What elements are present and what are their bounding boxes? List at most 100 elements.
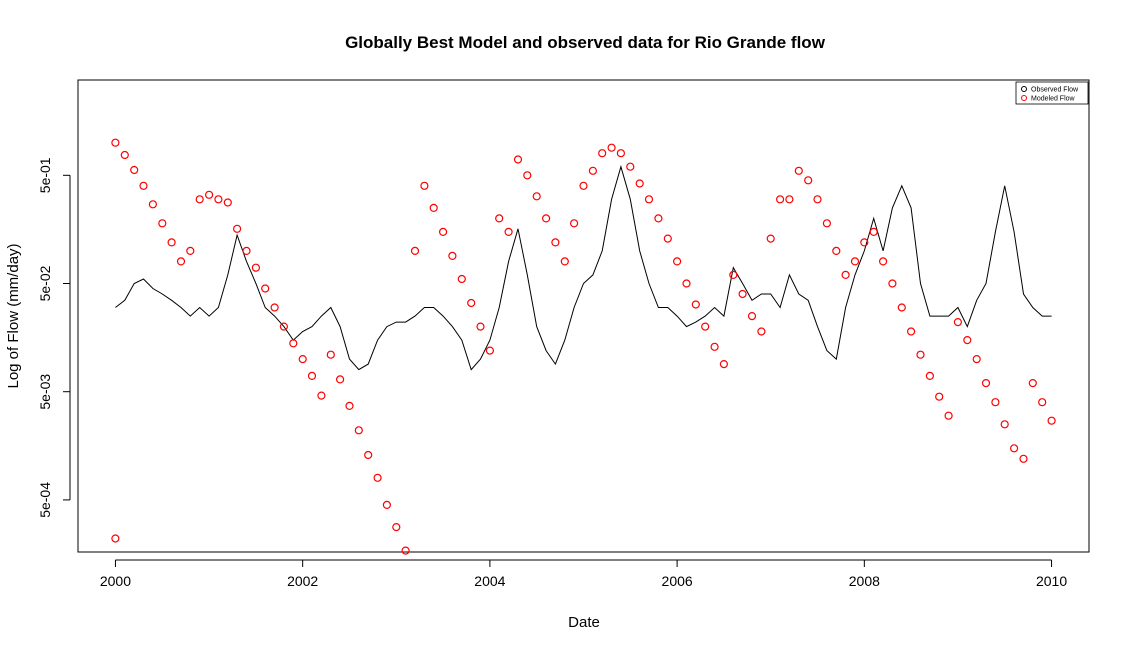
- modeled-flow-point: [111, 138, 120, 147]
- modeled-flow-point: [644, 195, 654, 204]
- modeled-flow-point: [261, 284, 270, 293]
- modeled-flow-point: [953, 318, 963, 327]
- chart-title: Globally Best Model and observed data fo…: [345, 33, 826, 52]
- modeled-flow-point: [944, 411, 953, 420]
- modeled-flow-point: [420, 181, 429, 190]
- modeled-flow-point: [120, 150, 129, 160]
- modeled-flow-point: [307, 371, 317, 380]
- modeled-flow-point: [785, 195, 794, 204]
- modeled-flow-point: [270, 303, 279, 312]
- modeled-flow-point: [214, 195, 223, 204]
- modeled-flow-point: [925, 371, 935, 380]
- modeled-flow-point: [906, 327, 916, 336]
- modeled-flow-point: [504, 227, 513, 236]
- modeled-flow-point: [878, 257, 888, 266]
- x-tick-label: 2004: [474, 573, 505, 589]
- x-tick-label: 2002: [287, 573, 318, 589]
- modeled-flow-point: [663, 234, 672, 243]
- modeled-flow-point: [588, 166, 598, 175]
- modeled-flow-point: [841, 270, 850, 279]
- modeled-flow-point: [205, 190, 214, 199]
- modeled-flow-point: [439, 227, 448, 236]
- modeled-flow-point: [860, 238, 869, 247]
- modeled-flow-point: [476, 322, 485, 331]
- modeled-flow-point: [654, 214, 663, 223]
- modeled-flow-point: [916, 350, 925, 359]
- modeled-flow-point: [569, 219, 579, 228]
- modeled-flow-point: [972, 355, 981, 364]
- modeled-flow-point: [981, 379, 991, 388]
- modeled-flow-point: [223, 198, 232, 207]
- modeled-flow-point: [251, 263, 260, 272]
- modeled-flow-point: [991, 398, 1000, 407]
- modeled-flow-point: [822, 219, 832, 228]
- modeled-flow-point: [850, 257, 860, 266]
- modeled-flow-point: [289, 339, 298, 348]
- x-axis: 2000 2002 2004 2006 2008 2010: [100, 559, 1067, 589]
- y-tick-label: 5e-03: [37, 374, 53, 410]
- modeled-flow-point: [139, 181, 148, 190]
- y-tick-label: 5e-01: [37, 157, 53, 193]
- modeled-flow-point: [682, 279, 691, 288]
- modeled-flow-point: [186, 246, 195, 255]
- modeled-flow-point: [373, 473, 382, 482]
- modeled-flow-point: [167, 238, 176, 247]
- modeled-flow-point: [345, 401, 354, 410]
- legend-box: [1015, 81, 1089, 105]
- modeled-flow-point: [354, 426, 363, 435]
- modeled-flow-point: [897, 303, 906, 312]
- modeled-flow-point: [298, 355, 307, 364]
- modeled-flow-point: [317, 391, 326, 400]
- modeled-flow-point: [401, 546, 410, 555]
- modeled-flow-point: [195, 195, 204, 204]
- modeled-flow-point: [701, 322, 710, 331]
- modeled-flow-point: [935, 392, 944, 401]
- legend-entry-modeled: Modeled Flow: [1031, 96, 1076, 103]
- modeled-flow-point: [495, 214, 504, 223]
- modeled-flow-point: [233, 224, 242, 233]
- modeled-flow-point: [560, 257, 569, 266]
- modeled-flow-point: [729, 270, 738, 279]
- modeled-flow-point: [429, 203, 438, 212]
- observed-flow-line: [115, 164, 1052, 371]
- modeled-flow-point: [513, 155, 523, 164]
- modeled-flow-point: [766, 234, 775, 243]
- modeled-flow-point: [130, 165, 139, 175]
- y-tick-label: 5e-04: [37, 482, 53, 518]
- modeled-flow-point: [467, 298, 476, 308]
- modeled-flow-point: [176, 257, 186, 266]
- modeled-flow-point: [869, 227, 878, 236]
- modeled-flow-point: [364, 450, 373, 460]
- modeled-flow-point: [158, 219, 167, 228]
- legend: Observed Flow Modeled Flow: [1015, 81, 1089, 105]
- modeled-flow-point: [598, 149, 607, 158]
- modeled-flow-point: [279, 322, 288, 331]
- modeled-flow-point: [532, 192, 541, 201]
- modeled-flow-point: [963, 336, 972, 345]
- legend-marker-observed: [1021, 86, 1027, 92]
- modeled-flow-point: [326, 350, 335, 359]
- x-tick-label: 2000: [100, 573, 131, 589]
- modeled-flow-series: [111, 138, 1056, 555]
- x-tick-label: 2008: [849, 573, 880, 589]
- modeled-flow-point: [485, 346, 494, 355]
- modeled-flow-point: [410, 246, 420, 255]
- modeled-flow-point: [794, 166, 803, 175]
- modeled-flow-point: [579, 181, 588, 190]
- modeled-flow-point: [457, 274, 466, 284]
- plot-frame: [77, 79, 1090, 553]
- modeled-flow-point: [719, 360, 729, 369]
- modeled-flow-point: [336, 375, 345, 384]
- modeled-flow-point: [1000, 420, 1009, 429]
- observed-flow-series: [115, 164, 1052, 371]
- x-tick-label: 2006: [662, 573, 693, 589]
- legend-entry-observed: Observed Flow: [1031, 87, 1079, 94]
- modeled-flow-point: [1009, 444, 1019, 453]
- modeled-flow-point: [832, 246, 841, 255]
- modeled-flow-point: [607, 143, 616, 152]
- modeled-flow-point: [1047, 416, 1056, 425]
- modeled-flow-point: [111, 534, 120, 543]
- x-axis-label: Date: [568, 614, 600, 631]
- modeled-flow-point: [382, 500, 391, 509]
